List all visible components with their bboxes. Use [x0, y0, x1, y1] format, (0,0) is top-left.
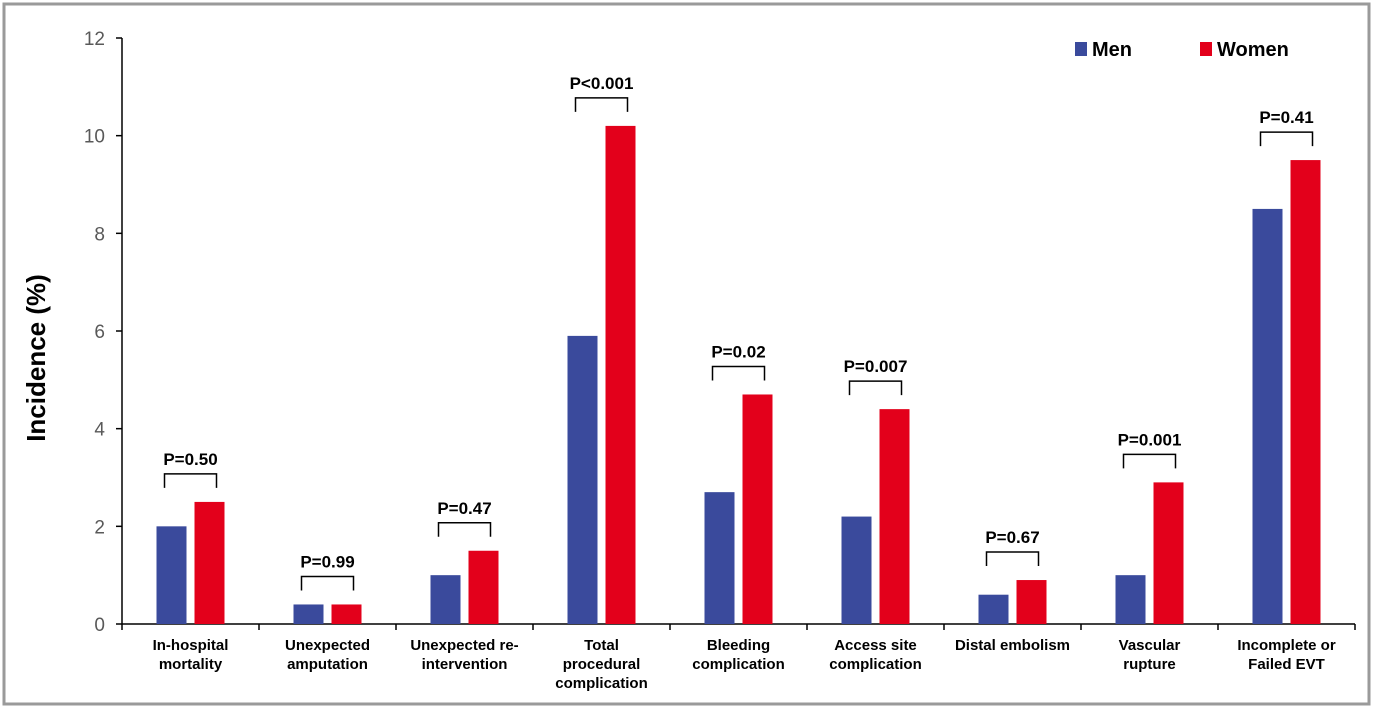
bar-men [1252, 208, 1283, 624]
y-tick-label: 10 [84, 127, 105, 148]
bar-men [293, 604, 324, 624]
legend-label: Women [1217, 39, 1289, 61]
p-value-annotations: P=0.50 P=0.99 P=0.47 P<0.001 P=0.02 P=0.007 P=… [163, 74, 1314, 591]
bar-men [156, 526, 187, 624]
significance-bracket [985, 551, 1040, 567]
significance-bracket [574, 97, 629, 112]
legend-label: Men [1092, 39, 1132, 61]
p-value-label: P<0.001 [570, 74, 634, 93]
bar-women [1016, 580, 1047, 624]
legend-swatch [1075, 42, 1087, 56]
bar-women [1290, 160, 1321, 625]
legend: Men Women [1075, 39, 1289, 61]
category-label: Unexpected re- [410, 637, 518, 654]
significance-bracket [1122, 453, 1177, 469]
p-value-label: P=0.50 [163, 450, 217, 469]
y-tick-label: 4 [94, 420, 105, 441]
category-label: Total [584, 637, 619, 654]
significance-bracket [711, 365, 766, 381]
category-label: complication [555, 675, 648, 692]
significance-bracket [163, 473, 218, 488]
significance-bracket [300, 575, 355, 591]
category-label: Distal embolism [955, 637, 1070, 654]
bar-women [331, 604, 362, 624]
p-value-label: P=0.001 [1118, 430, 1182, 449]
category-label: Bleeding [707, 637, 770, 654]
p-value-label: P=0.02 [711, 342, 765, 361]
y-tick-label: 2 [94, 517, 105, 538]
y-axis-title: Incidence (%) [21, 274, 51, 442]
bar-men [841, 516, 872, 624]
category-label: mortality [159, 656, 223, 673]
bar-men [430, 575, 461, 624]
bar-women [1153, 482, 1184, 624]
bar-women [605, 125, 636, 625]
bar-men [1115, 575, 1146, 624]
p-value-label: P=0.007 [844, 357, 908, 376]
y-tick-label: 6 [94, 322, 105, 343]
bars [156, 125, 1321, 625]
category-label: Access site [834, 637, 917, 654]
bar-women [194, 501, 225, 624]
bar-women [879, 409, 910, 624]
y-tick-label: 12 [84, 29, 105, 50]
legend-swatch [1200, 42, 1212, 56]
category-labels: In-hospital mortality Unexpected amputation… [153, 637, 1336, 692]
p-value-label: P=0.67 [985, 528, 1039, 547]
significance-bracket [848, 380, 903, 396]
bar-women [742, 394, 773, 624]
category-label: intervention [422, 656, 508, 673]
category-label: Unexpected [285, 637, 370, 654]
category-label: Vascular [1119, 637, 1181, 654]
category-label: procedural [563, 656, 641, 673]
category-label: In-hospital [153, 637, 229, 654]
p-value-label: P=0.41 [1259, 108, 1313, 127]
category-label: Incomplete or [1237, 637, 1336, 654]
category-label: amputation [287, 656, 368, 673]
bar-men [978, 594, 1009, 624]
bar-women [468, 550, 499, 624]
p-value-label: P=0.99 [300, 552, 354, 571]
category-label: complication [692, 656, 785, 673]
bar-men [567, 335, 598, 624]
category-label: complication [829, 656, 922, 673]
category-label: Failed EVT [1248, 656, 1325, 673]
p-value-label: P=0.47 [437, 499, 491, 518]
axes: 0 2 4 6 8 10 12 [84, 29, 1356, 636]
significance-bracket [437, 522, 492, 537]
y-tick-label: 0 [94, 615, 105, 636]
bar-men [704, 492, 735, 624]
category-label: rupture [1123, 656, 1176, 673]
y-tick-label: 8 [94, 224, 105, 245]
significance-bracket [1259, 131, 1314, 147]
